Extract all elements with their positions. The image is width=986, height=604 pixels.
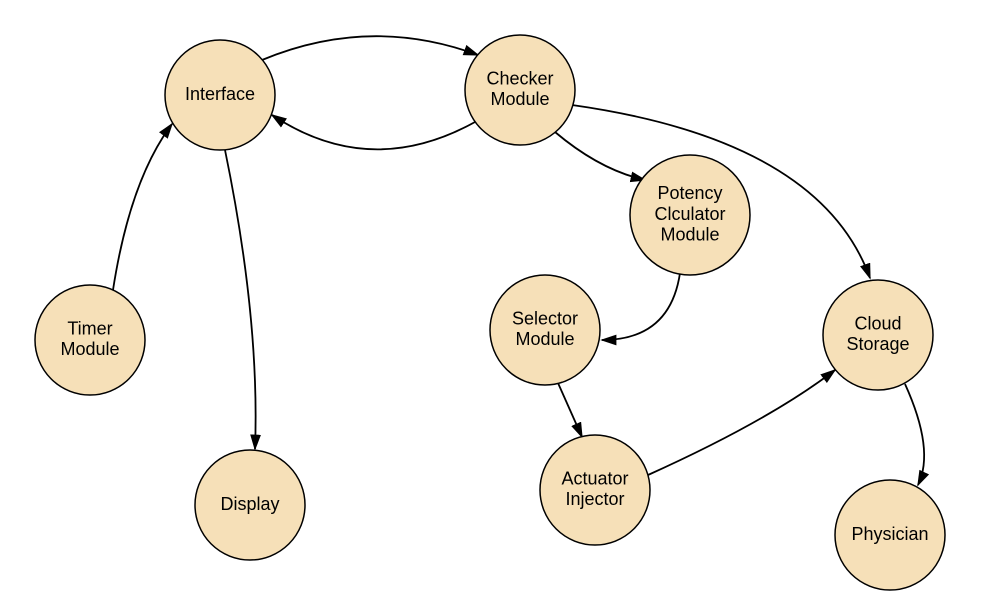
node-cloud: CloudStorage xyxy=(823,280,933,390)
node-interface: Interface xyxy=(165,40,275,150)
node-label-timer-line-0: Timer xyxy=(67,318,112,338)
node-label-physician-line-0: Physician xyxy=(851,524,928,544)
node-label-timer-line-1: Module xyxy=(60,339,119,359)
node-label-actuator-line-1: Injector xyxy=(565,489,624,509)
edge-actuator-to-cloud xyxy=(648,370,835,475)
edge-checker-to-potency xyxy=(555,132,645,180)
edge-interface-to-display xyxy=(225,150,256,449)
node-label-checker-line-0: Checker xyxy=(486,68,553,88)
edge-checker-to-interface xyxy=(272,115,475,149)
node-label-potency-line-2: Module xyxy=(660,224,719,244)
node-label-cloud-line-1: Storage xyxy=(846,334,909,354)
node-potency: PotencyClculatorModule xyxy=(630,155,750,275)
edge-interface-to-checker xyxy=(262,36,478,60)
node-label-selector-line-0: Selector xyxy=(512,308,578,328)
node-label-checker-line-1: Module xyxy=(490,89,549,109)
node-label-actuator-line-0: Actuator xyxy=(561,468,628,488)
node-actuator: ActuatorInjector xyxy=(540,435,650,545)
node-timer: TimerModule xyxy=(35,285,145,395)
node-label-selector-line-1: Module xyxy=(515,329,574,349)
node-label-cloud-line-0: Cloud xyxy=(854,313,901,333)
node-selector: SelectorModule xyxy=(490,275,600,385)
edge-selector-to-actuator xyxy=(558,383,582,437)
edge-potency-to-selector xyxy=(602,273,680,340)
node-physician: Physician xyxy=(835,480,945,590)
node-checker: CheckerModule xyxy=(465,35,575,145)
node-label-display-line-0: Display xyxy=(220,494,279,514)
node-display: Display xyxy=(195,450,305,560)
node-label-potency-line-1: Clculator xyxy=(654,204,725,224)
edge-timer-to-interface xyxy=(113,124,172,290)
node-label-potency-line-0: Potency xyxy=(657,183,722,203)
edge-cloud-to-physician xyxy=(905,384,924,485)
node-label-interface-line-0: Interface xyxy=(185,84,255,104)
